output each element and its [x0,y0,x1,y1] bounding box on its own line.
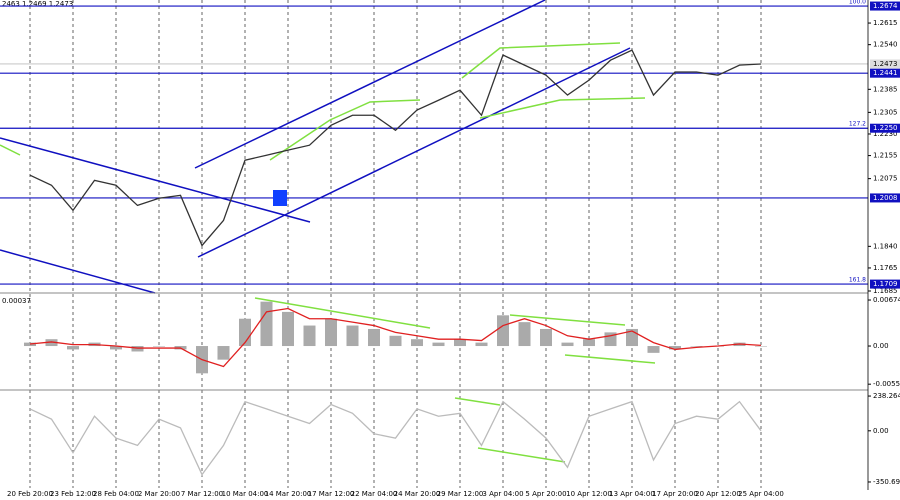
y-tick-label: 1.1840 [873,242,898,250]
x-tick-label: 22 Mar 04:00 [351,490,398,498]
y-tick-label: 1.2540 [873,41,898,49]
y-tick-label: 1.2230 [873,130,898,138]
x-tick-label: 7 Mar 12:00 [181,490,223,498]
last-price-label: 1.2473 [873,60,898,68]
histogram-bar [282,311,294,347]
x-tick-label: 28 Feb 04:00 [93,490,139,498]
histogram-bar [110,346,122,350]
last-price-box [870,59,900,69]
series-line [29,49,762,247]
x-tick-label: 29 Mar 12:00 [437,490,484,498]
fib-label: 127.2 [849,121,866,128]
y-tick-label: 1.1685 [873,287,898,295]
drawings [0,0,656,463]
histogram-bar [454,339,466,347]
level-label: 1.2008 [873,194,898,202]
y-tick-label: -0.00559 [873,380,900,388]
x-tick-label: 20 Feb 20:00 [7,490,53,498]
green-line [461,42,621,79]
histogram-bar [518,322,531,347]
histogram-bar [45,339,58,347]
y-tick-label: 1.1765 [873,264,898,272]
x-tick-label: 17 Mar 12:00 [308,490,355,498]
histogram-bar [475,342,488,347]
x-tick-label: 10 Mar 04:00 [222,490,269,498]
histogram-bar [153,346,165,347]
x-tick-label: 5 Apr 20:00 [525,490,566,498]
channel-line [197,47,631,258]
x-tick-label: 17 Apr 20:00 [652,490,698,498]
x-tick-label: 3 Apr 04:00 [482,490,523,498]
histogram-bar [583,339,595,347]
histogram-bar [368,328,380,347]
y-tick-label: 1.2615 [873,19,898,27]
green-line [0,144,21,156]
trend-line [0,249,156,294]
y-tick-label: 0.00674 [873,296,900,304]
y-tick-label: 0.00 [873,342,889,350]
fib-label: 161.8 [849,277,866,284]
green-line [564,354,656,364]
histogram-bar [131,346,144,352]
level-label-box [870,193,900,203]
y-tick-label: -350.6941 [873,478,900,486]
x-tick-label: 2 Mar 20:00 [138,490,180,498]
histogram-bar [540,328,552,347]
x-tick-label: 14 Mar 20:00 [265,490,312,498]
level-label: 1.2441 [873,69,898,77]
level-label-box [870,123,900,133]
y-tick-label: 1.2305 [873,108,898,116]
y-tick-label: 1.2385 [873,85,898,93]
level-label: 1.1709 [873,280,898,288]
indicator-label: 0.00037 [2,297,31,305]
level-label-box [870,1,900,11]
level-label-box [870,279,900,289]
histogram-bar [303,325,316,347]
level-label: 1.2674 [873,2,898,10]
series-line [29,400,762,476]
x-tick-label: 13 Apr 04:00 [609,490,655,498]
histogram-bar [260,301,273,347]
level-label: 1.2250 [873,124,898,132]
histogram-bar [669,346,681,350]
channel-line [194,0,546,169]
y-tick-label: 1.2155 [873,152,898,160]
histogram-bar [67,346,79,350]
x-tick-label: 10 Apr 12:00 [566,490,612,498]
y-tick-label: 0.00 [873,427,889,435]
green-line [454,397,501,406]
fib-label: 100.0 [849,0,866,6]
marker-square [273,190,287,206]
histogram-bar [561,342,574,347]
histogram-bar [217,346,230,360]
green-line [479,97,646,119]
trend-line [0,137,311,223]
green-line [269,99,421,161]
level-label-box [870,68,900,78]
histogram-bar [24,342,36,347]
histogram-bar [389,335,402,347]
histogram-bar [647,346,660,353]
x-tick-label: 24 Mar 20:00 [394,490,441,498]
histogram-bar [432,342,445,347]
y-tick-label: 238.2641 [873,392,900,400]
histogram-bar [346,325,359,347]
x-tick-label: 20 Apr 12:00 [695,490,741,498]
header: 2463 1.2469 1.2473 [2,0,73,8]
x-tick-label: 25 Apr 04:00 [738,490,784,498]
series-line [29,307,762,368]
histogram-bar [755,346,767,347]
histogram-bar [497,315,509,347]
histogram-bar [690,346,703,347]
y-tick-label: 1.2075 [873,175,898,183]
histogram-bar [325,318,337,347]
histogram-bar [411,339,423,347]
x-tick-label: 23 Feb 12:00 [50,490,96,498]
green-line [509,314,626,326]
green-line [254,297,431,329]
green-line [477,447,566,463]
